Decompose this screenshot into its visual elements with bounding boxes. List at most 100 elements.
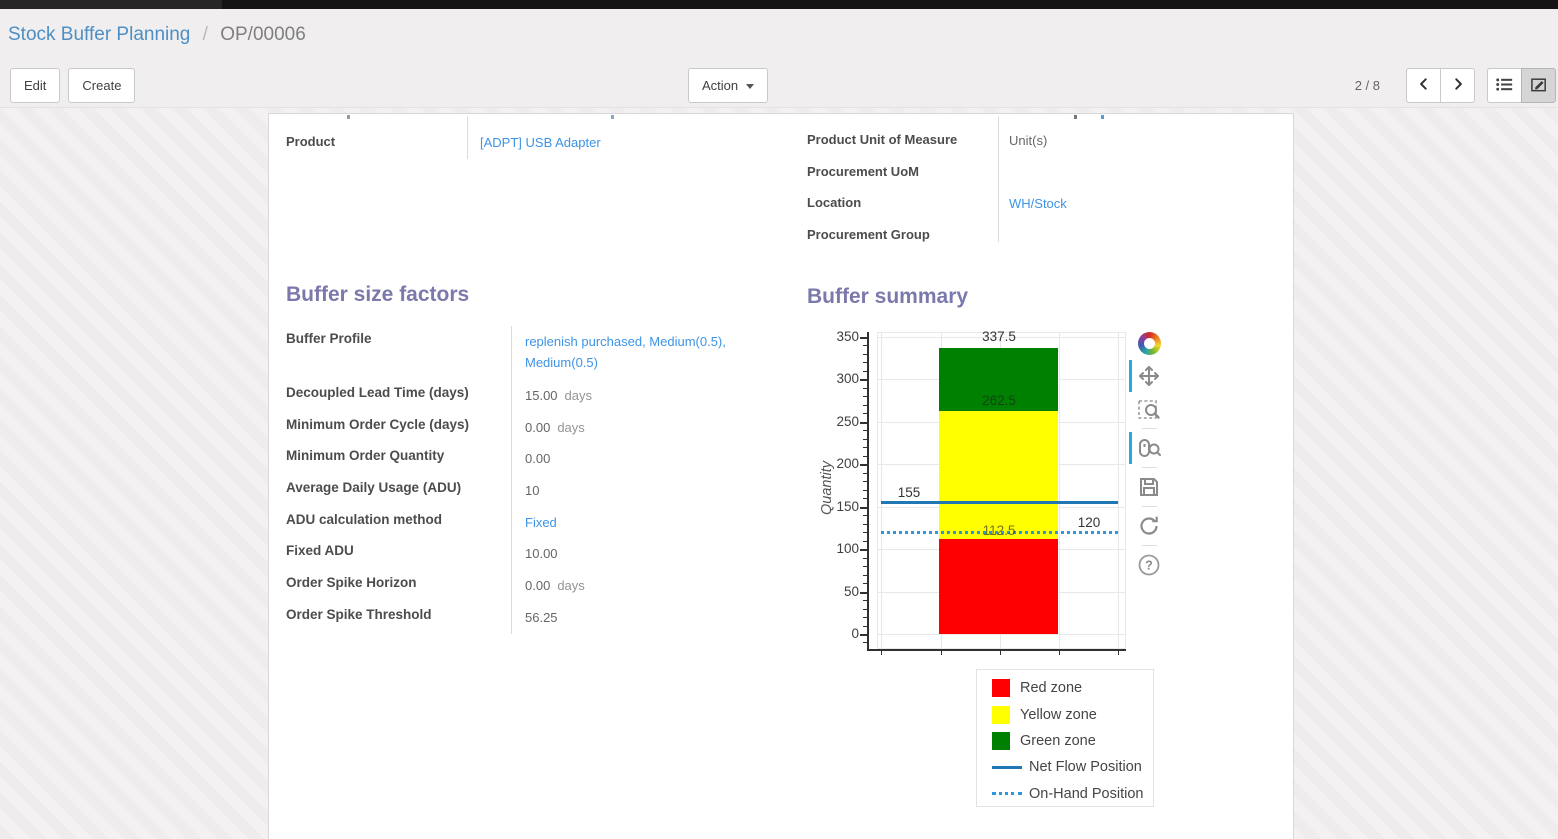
box-zoom-tool-button[interactable] (1137, 397, 1161, 421)
y-axis-tick (863, 489, 867, 491)
y-axis-tick (863, 396, 867, 398)
y-tick-label: 300 (836, 371, 859, 387)
field-label: Location (807, 195, 862, 210)
reset-tool-button[interactable] (1137, 514, 1161, 538)
clipped-row-fragment (1101, 115, 1104, 119)
clipped-row-fragment (347, 115, 350, 119)
breadcrumb-current: OP/00006 (220, 24, 306, 45)
caret-down-icon (746, 84, 755, 90)
save-icon (1140, 478, 1158, 496)
wheel-zoom-icon (1139, 439, 1161, 457)
control-panel-actions: Action (688, 68, 769, 103)
view-switcher (1487, 68, 1556, 103)
y-axis-tick (860, 379, 867, 382)
top-navigation-bar (0, 0, 1558, 9)
field-label: Product Unit of Measure (807, 132, 958, 147)
y-axis-tick (863, 532, 867, 534)
field-label: Decoupled Lead Time (days) (286, 385, 469, 400)
pager-and-view-switcher: 2 / 8 (1355, 68, 1556, 103)
field-value: 10.00 (511, 538, 763, 571)
legend-item-yellow-zone: Yellow zone (977, 701, 1153, 727)
y-tick-label: 150 (836, 498, 859, 514)
field-value-link[interactable]: Fixed (511, 506, 763, 539)
field-value: 0.00 days (511, 570, 763, 602)
y-axis-tick (863, 498, 867, 500)
pan-icon (1139, 366, 1159, 386)
breadcrumb-parent-link[interactable]: Stock Buffer Planning (8, 24, 191, 45)
breadcrumb: Stock Buffer Planning / OP/00006 (0, 9, 1558, 64)
wheel-zoom-tool-button[interactable] (1129, 432, 1161, 464)
legend-item-green-zone: Green zone (977, 728, 1153, 754)
field-value: 0.00 (511, 443, 763, 476)
details-field-group: Product Unit of Measure Unit(s) Procuremen… (807, 116, 1293, 242)
field-value (998, 147, 1278, 179)
field-row-average-daily-usage-adu: Average Daily Usage (ADU) 10 (286, 475, 791, 507)
field-value-link[interactable]: WH/Stock (998, 179, 1278, 211)
legend-label: Net Flow Position (1029, 759, 1142, 776)
buffer-summary-chart: Quantity ? 0 50 100 150 200 250 300 350 337.5 262… (809, 326, 1169, 666)
field-label: Procurement Group (807, 226, 930, 242)
field-row-minimum-order-cycle-days: Minimum Order Cycle (days) 0.00 days (286, 411, 791, 444)
field-row-product-unit-of-measure: Product Unit of Measure Unit(s) (807, 116, 1293, 148)
y-axis-line (867, 332, 869, 649)
action-dropdown-button[interactable]: Action (688, 68, 769, 103)
create-button[interactable]: Create (68, 68, 136, 103)
field-row-procurement-uom: Procurement UoM (807, 147, 1293, 179)
field-row-location: Location WH/Stock (807, 179, 1293, 211)
help-tool-button[interactable]: ? (1137, 553, 1161, 577)
y-axis-tick (863, 370, 867, 372)
form-view-button[interactable] (1521, 68, 1556, 103)
chevron-left-icon (1417, 77, 1431, 94)
help-icon: ? (1138, 554, 1160, 576)
y-axis-tick (863, 523, 867, 525)
field-row-buffer-profile: Buffer Profile replenish purchased, Mediu… (286, 326, 791, 380)
bokeh-logo-icon[interactable] (1137, 332, 1161, 355)
y-axis-tick (863, 515, 867, 517)
field-value: Unit(s) (998, 116, 1278, 148)
field-value: 15.00 days (511, 380, 763, 412)
toolbar-divider (1141, 506, 1157, 507)
pan-tool-button[interactable] (1129, 360, 1161, 392)
clipped-row-fragment (1074, 115, 1077, 119)
buffer-summary-title: Buffer summary (807, 285, 969, 308)
y-axis-tick (863, 574, 867, 576)
y-tick-label: 50 (843, 583, 859, 599)
field-value: 10 (511, 475, 763, 507)
field-value-product-link[interactable]: [ADPT] USB Adapter (467, 116, 767, 159)
legend-swatch-yellow-zone-icon (992, 705, 1010, 724)
y-axis-tick (863, 617, 867, 619)
edit-button[interactable]: Edit (10, 68, 61, 103)
legend-item-red-zone: Red zone (977, 675, 1153, 701)
save-tool-button[interactable] (1137, 475, 1161, 499)
content-area: Product [ADPT] USB Adapter Product Unit … (0, 108, 1558, 839)
list-view-button[interactable] (1487, 68, 1522, 103)
legend-label: Red zone (1020, 680, 1083, 697)
pager-previous-button[interactable] (1406, 68, 1441, 103)
y-tick-label: 250 (836, 413, 859, 429)
reference-line-on-hand-position (881, 530, 1118, 534)
field-value-link[interactable]: replenish purchased, Medium(0.5), Medium… (511, 326, 763, 380)
control-panel-buttons: Edit Create (10, 68, 136, 103)
form-sheet: Product [ADPT] USB Adapter Product Unit … (268, 113, 1294, 839)
action-dropdown-label: Action (702, 78, 739, 93)
field-value: 0.00 days (511, 411, 763, 444)
y-axis-tick (860, 591, 867, 594)
field-value (998, 210, 1278, 242)
buffer-size-factors-table: Buffer Profile replenish purchased, Mediu… (286, 326, 791, 634)
breadcrumb-separator: / (202, 24, 208, 45)
product-field-group: Product [ADPT] USB Adapter (286, 116, 791, 159)
pager-next-button[interactable] (1440, 68, 1475, 103)
svg-text:?: ? (1145, 559, 1153, 573)
y-axis-tick (863, 430, 867, 432)
chart-annotation: 155 (897, 485, 921, 501)
chart-annotation: 262.5 (982, 393, 1016, 409)
y-axis-tick (863, 413, 867, 415)
toolbar-divider (1141, 428, 1157, 429)
horizontal-gridline (877, 634, 1126, 635)
y-axis-tick (863, 362, 867, 364)
field-label: ADU calculation method (286, 511, 443, 527)
form-view-icon (1530, 77, 1547, 95)
field-label: Average Daily Usage (ADU) (286, 480, 462, 496)
field-row-adu-calculation-method: ADU calculation method Fixed (286, 506, 791, 539)
y-axis-tick (863, 353, 867, 355)
